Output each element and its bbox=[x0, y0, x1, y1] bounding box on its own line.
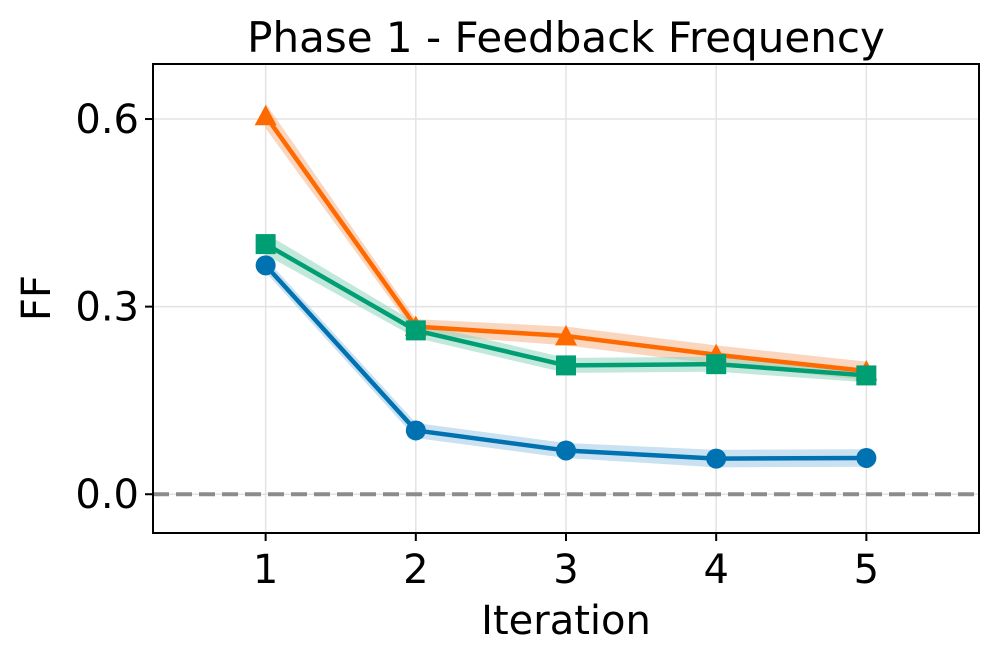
y-tick-label-0.3: 0.3 bbox=[75, 285, 139, 331]
grid bbox=[153, 64, 979, 533]
green-square-point-4 bbox=[706, 354, 727, 375]
chart-title: Phase 1 - Feedback Frequency bbox=[247, 13, 885, 62]
x-tick-label-2: 2 bbox=[403, 547, 428, 593]
blue-circle-point-1 bbox=[255, 255, 276, 276]
green-square-point-5 bbox=[856, 365, 877, 386]
green-square-point-3 bbox=[556, 355, 576, 376]
blue-circle-point-3 bbox=[556, 440, 576, 461]
x-tick-label-3: 3 bbox=[553, 547, 578, 593]
x-tick-label-5: 5 bbox=[854, 547, 879, 593]
series-markers bbox=[254, 104, 878, 469]
green-square-point-1 bbox=[255, 234, 276, 255]
orange-triangle-point-1 bbox=[254, 104, 277, 126]
confidence-bands bbox=[265, 103, 867, 468]
axis-ticks: 1 2 3 4 5 0.0 0.3 0.6 bbox=[75, 97, 879, 593]
x-axis-label: Iteration bbox=[481, 598, 651, 644]
blue-circle-point-4 bbox=[706, 448, 727, 469]
y-axis-label: FF bbox=[14, 275, 60, 321]
green-square-band bbox=[265, 233, 867, 383]
x-tick-label-1: 1 bbox=[253, 547, 278, 593]
blue-circle-point-5 bbox=[856, 447, 877, 468]
x-tick-label-4: 4 bbox=[703, 547, 728, 593]
green-square-point-2 bbox=[405, 320, 426, 341]
orange-triangle-point-3 bbox=[555, 325, 577, 346]
y-tick-label-0.0: 0.0 bbox=[75, 472, 139, 518]
blue-circle-point-2 bbox=[405, 420, 426, 441]
y-tick-label-0.6: 0.6 bbox=[75, 97, 139, 143]
